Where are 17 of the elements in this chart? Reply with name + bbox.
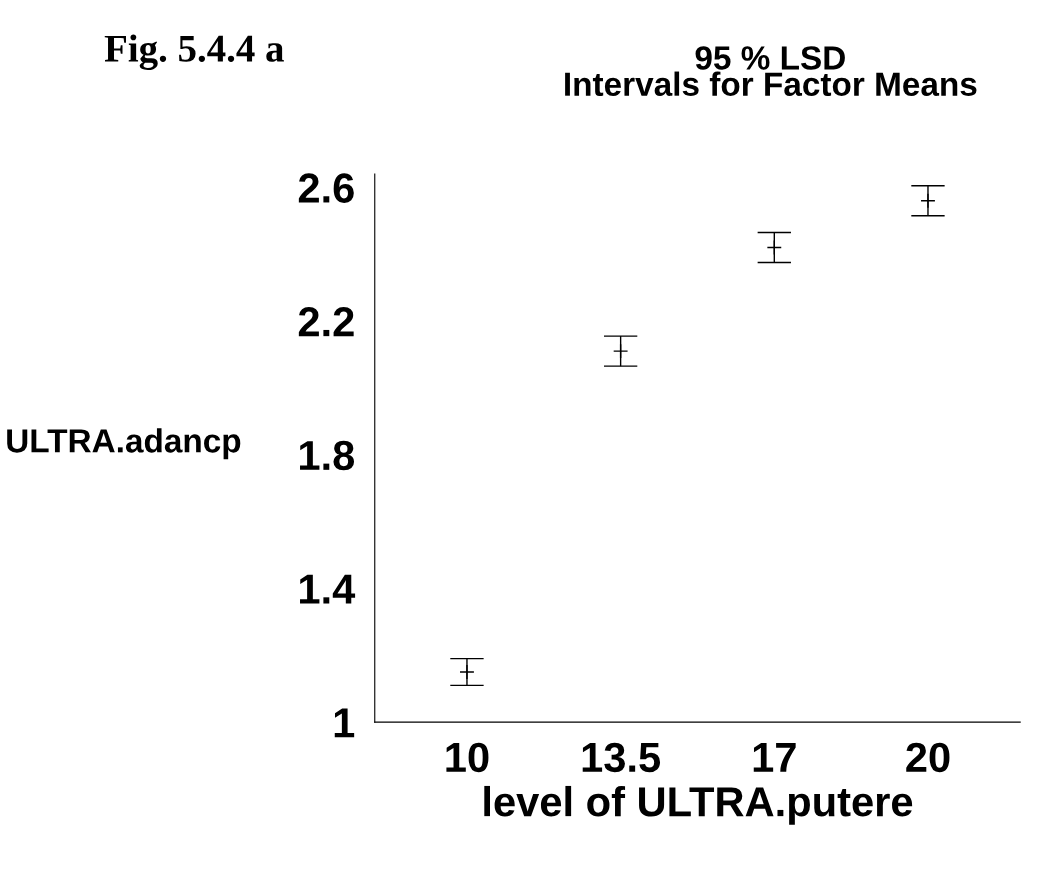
- x-tick-label: 10: [446, 742, 489, 773]
- point: [920, 193, 936, 209]
- y-tick-label: 1.4: [300, 574, 356, 604]
- caption: Fig. 5.4.4 a: [104, 34, 284, 70]
- point: [459, 664, 475, 680]
- point: [766, 239, 782, 256]
- x-axis-title: level of ULTRA.putere: [484, 785, 913, 825]
- y-tick-label: 1.8: [300, 440, 355, 471]
- x-tick-label: 13.5: [582, 742, 661, 773]
- y-axis-title: ULTRA.adancp: [7, 428, 241, 460]
- point: [612, 343, 629, 359]
- y-tick-label: 1: [334, 708, 355, 738]
- x-tick-label: 17: [753, 743, 796, 772]
- y-tick-label: 2.2: [298, 307, 354, 337]
- y-tick-label: 2.6: [298, 173, 354, 203]
- chart-title: 95 % LSD Intervals for Factor Means: [565, 46, 977, 97]
- x-tick-label: 20: [906, 742, 950, 773]
